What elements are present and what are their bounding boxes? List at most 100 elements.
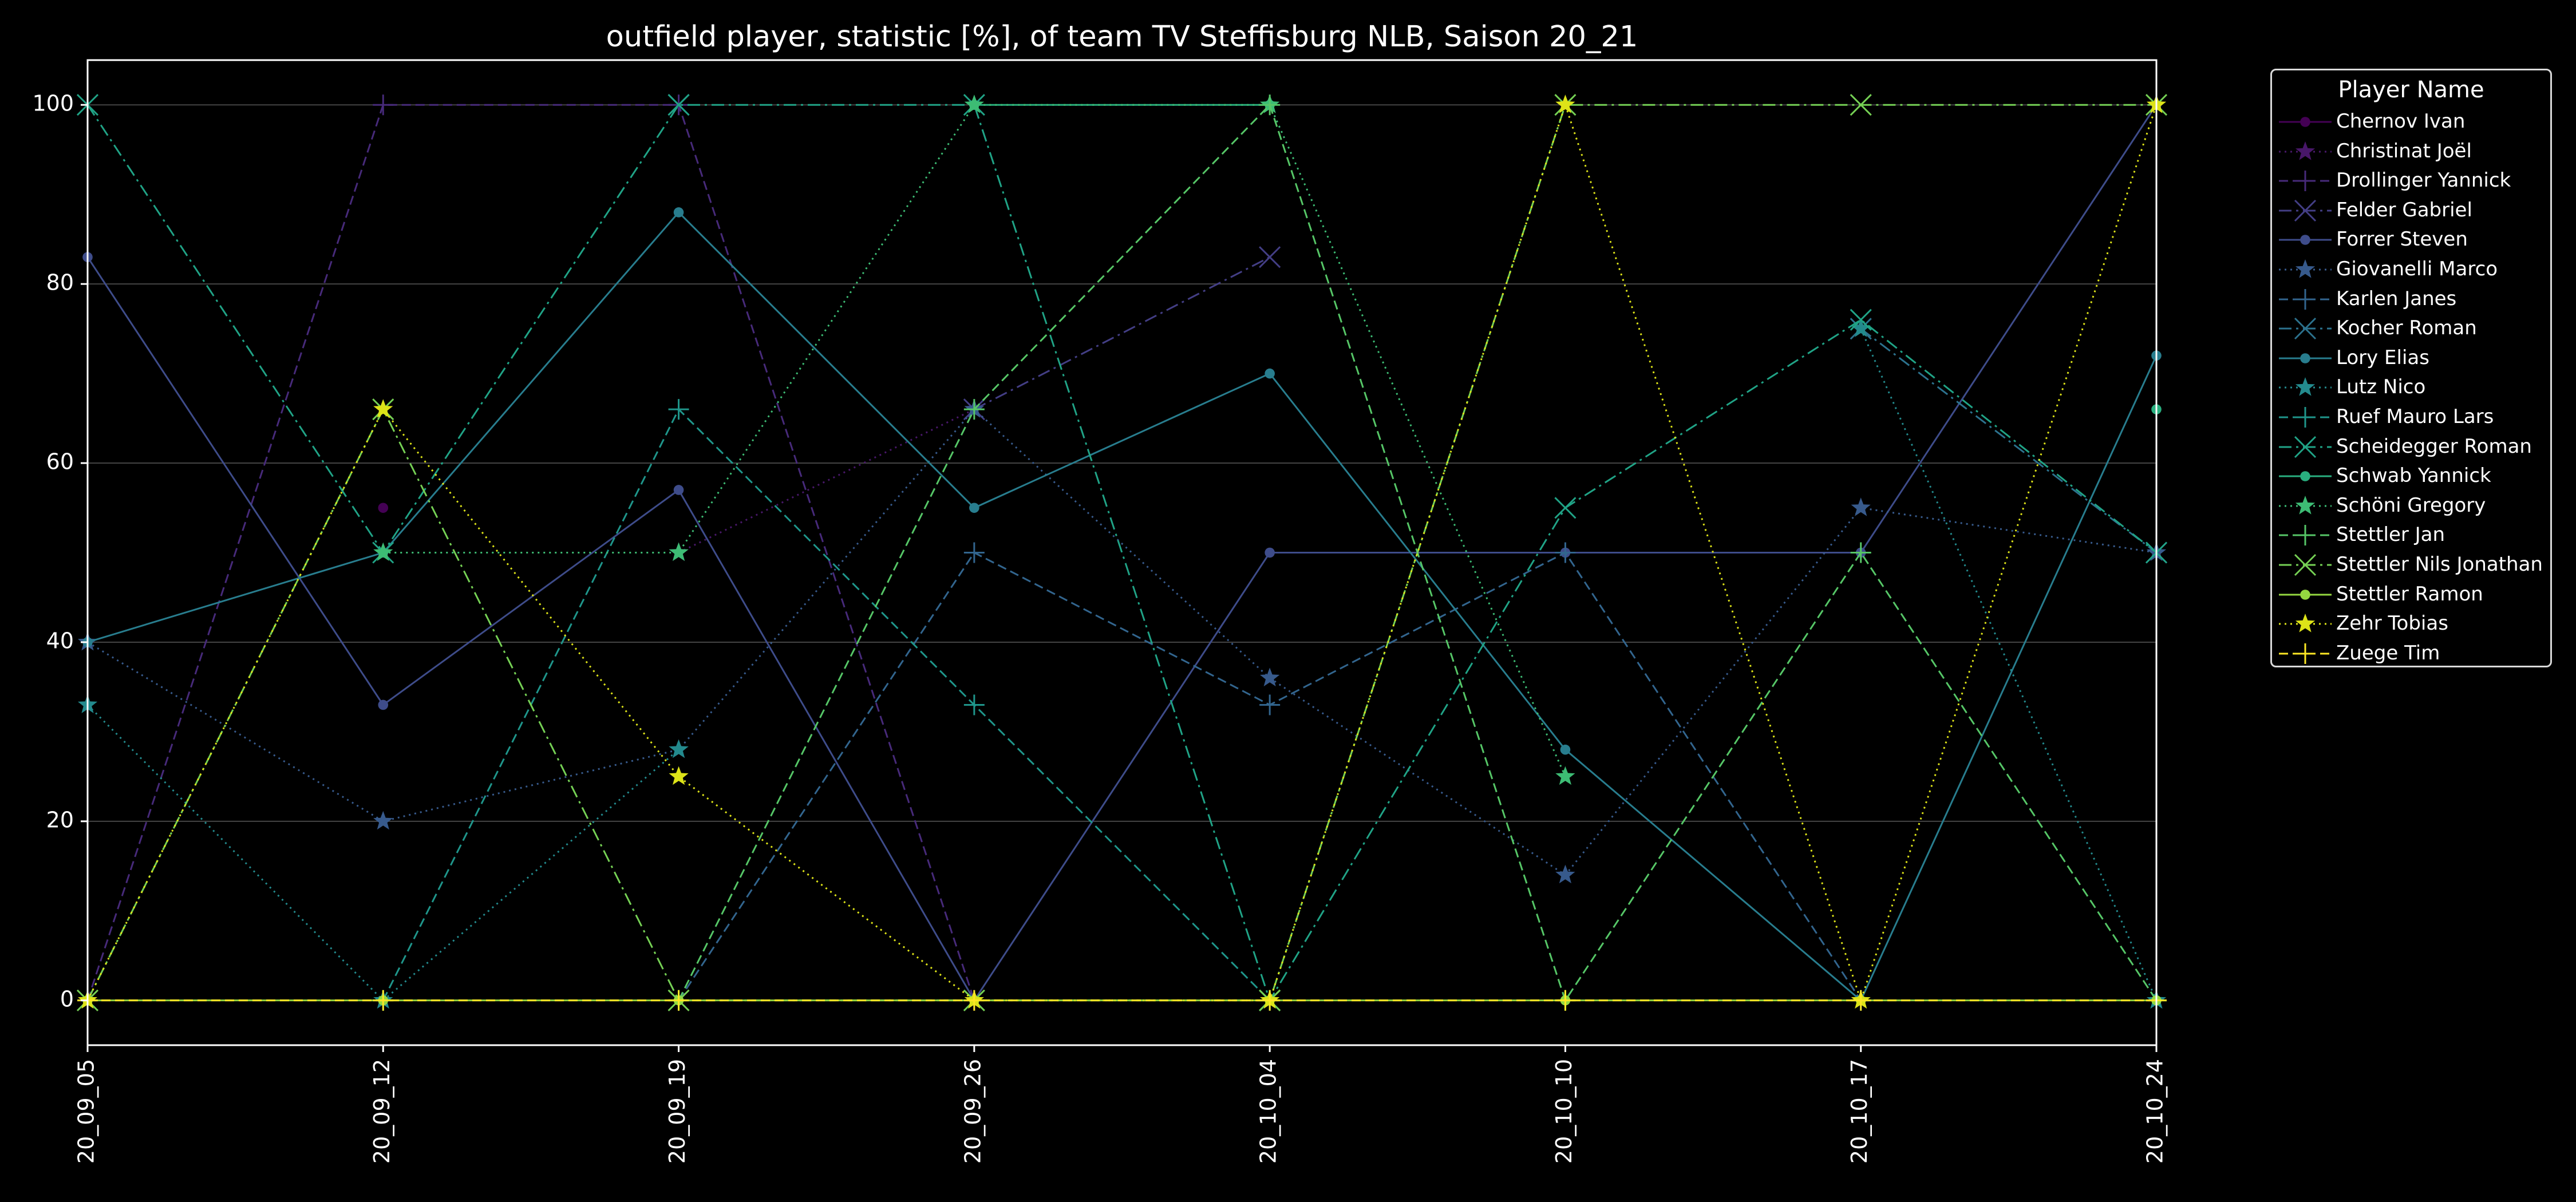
data-point (1555, 864, 1575, 884)
y-tick-label: 0 (60, 986, 74, 1011)
data-point (373, 399, 393, 418)
data-point (1851, 318, 1871, 337)
legend-swatch (2279, 643, 2332, 664)
data-point (1850, 542, 1871, 563)
series-9 (77, 318, 2167, 1009)
legend-entry: Schöni Gregory (2272, 491, 2550, 521)
legend-entry: Christinat Joël (2272, 137, 2550, 167)
legend-swatch (2279, 495, 2332, 515)
legend-marker (2300, 117, 2310, 127)
series-0 (378, 503, 389, 513)
series-7 (667, 94, 2168, 564)
legend-title: Player Name (2338, 77, 2484, 103)
data-point (673, 485, 684, 495)
data-point (1850, 94, 1872, 116)
data-point (1555, 990, 1576, 1011)
legend-entry: Stettler Ramon (2272, 580, 2550, 610)
legend-marker (2300, 353, 2310, 363)
legend-swatch (2279, 589, 2332, 600)
data-point (1850, 309, 1872, 331)
data-point (1259, 246, 1281, 268)
data-point (669, 766, 689, 785)
legend-label: Lory Elias (2336, 346, 2429, 369)
data-point (1555, 94, 1575, 113)
legend-swatch (2279, 436, 2332, 458)
x-tick-label: 20_10_04 (1256, 1059, 1281, 1164)
series-line (1860, 328, 2158, 1001)
legend-marker (2295, 377, 2316, 396)
legend-marker (2295, 288, 2316, 310)
series-line (86, 102, 2158, 1003)
legend-label: Karlen Janes (2336, 287, 2457, 310)
legend-entry: Lutz Nico (2272, 373, 2550, 402)
legend-label: Felder Gabriel (2336, 198, 2472, 222)
data-point (668, 399, 689, 420)
legend-marker (2300, 589, 2310, 600)
legend-swatch (2279, 377, 2332, 396)
legend-entry: Scheidegger Roman (2272, 432, 2550, 462)
legend-label: Christinat Joël (2336, 139, 2472, 163)
series-line (974, 256, 1270, 410)
data-point (667, 94, 690, 116)
legend-swatch (2279, 171, 2332, 192)
legend-marker (2294, 318, 2317, 340)
data-point (1560, 744, 1571, 755)
legend-entry: Chernov Ivan (2272, 107, 2550, 137)
series-1 (669, 399, 984, 562)
legend-label: Chernov Ivan (2336, 110, 2466, 133)
series-2 (77, 94, 985, 1011)
legend-label: Forrer Steven (2336, 228, 2468, 251)
legend-swatch (2279, 288, 2332, 310)
legend-label: Schöni Gregory (2336, 493, 2486, 517)
legend-swatch (2279, 553, 2332, 576)
data-point (1265, 547, 1275, 558)
legend-label: Kocher Roman (2336, 317, 2477, 340)
legend-entry: Karlen Janes (2272, 284, 2550, 314)
legend-entry: Zehr Tobias (2272, 609, 2550, 639)
data-point (1554, 497, 1577, 519)
data-point (1850, 990, 1871, 1011)
legend-marker (2295, 407, 2316, 428)
data-point (673, 207, 684, 218)
legend-marker (2294, 436, 2317, 458)
legend-swatch (2279, 141, 2332, 160)
legend-marker (2294, 553, 2317, 576)
legend-swatch (2279, 614, 2332, 632)
data-point (963, 990, 985, 1011)
series-5 (77, 399, 2167, 884)
legend-entry: Giovanelli Marco (2272, 255, 2550, 284)
legend-label: Stettler Jan (2336, 523, 2445, 547)
legend-entry: Forrer Steven (2272, 225, 2550, 255)
legend-swatch (2279, 471, 2332, 481)
data-point (373, 990, 394, 1011)
legend-entry: Lory Elias (2272, 343, 2550, 373)
series-4 (82, 100, 2162, 1006)
legend-marker (2295, 259, 2316, 278)
legend-marker (2295, 525, 2316, 546)
legend-label: Stettler Nils Jonathan (2336, 553, 2543, 576)
series-line (86, 704, 679, 1002)
series-line (87, 408, 2157, 876)
x-tick-label: 20_09_26 (960, 1059, 985, 1164)
legend: Player Name Chernov Ivan Christinat Joël D… (2270, 69, 2552, 667)
series-line (383, 104, 1566, 777)
data-point (669, 739, 689, 758)
legend-label: Giovanelli Marco (2336, 258, 2498, 280)
x-tick-label: 20_09_19 (665, 1059, 690, 1164)
legend-swatch (2279, 259, 2332, 278)
legend-swatch (2279, 407, 2332, 428)
x-tick-label: 20_10_17 (1847, 1059, 1872, 1164)
legend-swatch (2279, 525, 2332, 546)
series-line (86, 104, 975, 1001)
data-point (1851, 497, 1871, 516)
data-point (1259, 694, 1281, 715)
series-6 (668, 542, 1871, 1011)
legend-label: Ruef Mauro Lars (2336, 405, 2494, 428)
data-point (1265, 368, 1275, 379)
y-tick-label: 100 (32, 91, 74, 116)
chart-title: outfield player, statistic [%], of team … (606, 20, 1638, 54)
data-point (373, 94, 394, 116)
legend-marker (2294, 199, 2317, 222)
x-tick-label: 20_10_24 (2143, 1059, 2168, 1164)
